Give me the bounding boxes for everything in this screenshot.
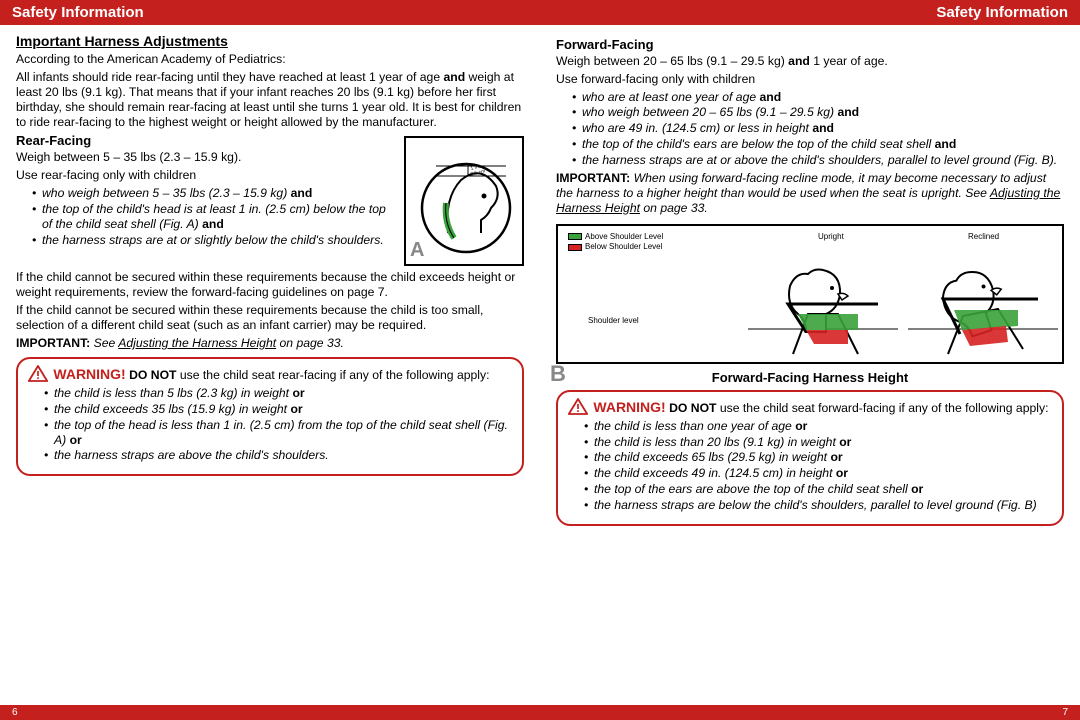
rear-small: If the child cannot be secured within th… [16, 303, 524, 333]
rear-exceed: If the child cannot be secured within th… [16, 270, 524, 300]
rear-list: who weigh between 5 – 35 lbs (2.3 – 15.9… [16, 186, 524, 248]
warning-icon [568, 398, 588, 415]
heading-harness: Important Harness Adjustments [16, 33, 524, 50]
label-shoulder: Shoulder level [588, 316, 639, 326]
figure-b-title: Forward-Facing Harness Height [556, 367, 1064, 386]
footer-right: 7 [540, 705, 1080, 720]
aap-text: All infants should ride rear-facing unti… [16, 70, 524, 130]
header-left: Safety Information [0, 0, 540, 25]
content-right: Forward-Facing Weigh between 20 – 65 lbs… [540, 25, 1080, 705]
warning-box-right: WARNING! DO NOT use the child seat forwa… [556, 390, 1064, 526]
label-upright: Upright [818, 232, 844, 242]
warning-text-right: WARNING! DO NOT use the child seat forwa… [568, 398, 1052, 416]
fwd-use: Use forward-facing only with children [556, 72, 1064, 87]
heading-forward: Forward-Facing [556, 37, 1064, 53]
warning-box-left: WARNING! DO NOT use the child seat rear-… [16, 357, 524, 476]
footer-left: 6 [0, 705, 540, 720]
header-right: Safety Information [540, 0, 1080, 25]
warning-text-left: WARNING! DO NOT use the child seat rear-… [28, 365, 512, 383]
figure-b-legend: Above Shoulder Level Below Shoulder Leve… [568, 232, 663, 254]
aap-intro: According to the American Academy of Ped… [16, 52, 524, 67]
label-reclined: Reclined [968, 232, 999, 242]
fwd-list: who are at least one year of age and who… [556, 90, 1064, 168]
fwd-weight: Weigh between 20 – 65 lbs (9.1 – 29.5 kg… [556, 54, 1064, 69]
warning-icon [28, 365, 48, 382]
content-left: Important Harness Adjustments According … [0, 25, 540, 705]
page-right: Safety Information Forward-Facing Weigh … [540, 0, 1080, 720]
warning-list-right: the child is less than one year of age o… [568, 419, 1052, 513]
figure-b-wrap: Above Shoulder Level Below Shoulder Leve… [556, 224, 1064, 364]
important-right: IMPORTANT: When using forward-facing rec… [556, 171, 1064, 216]
warning-list-left: the child is less than 5 lbs (2.3 kg) in… [28, 386, 512, 463]
figure-b: Above Shoulder Level Below Shoulder Leve… [556, 224, 1064, 364]
page-left: Safety Information Important Harness Adj… [0, 0, 540, 720]
important-left: IMPORTANT: See Adjusting the Harness Hei… [16, 336, 524, 351]
